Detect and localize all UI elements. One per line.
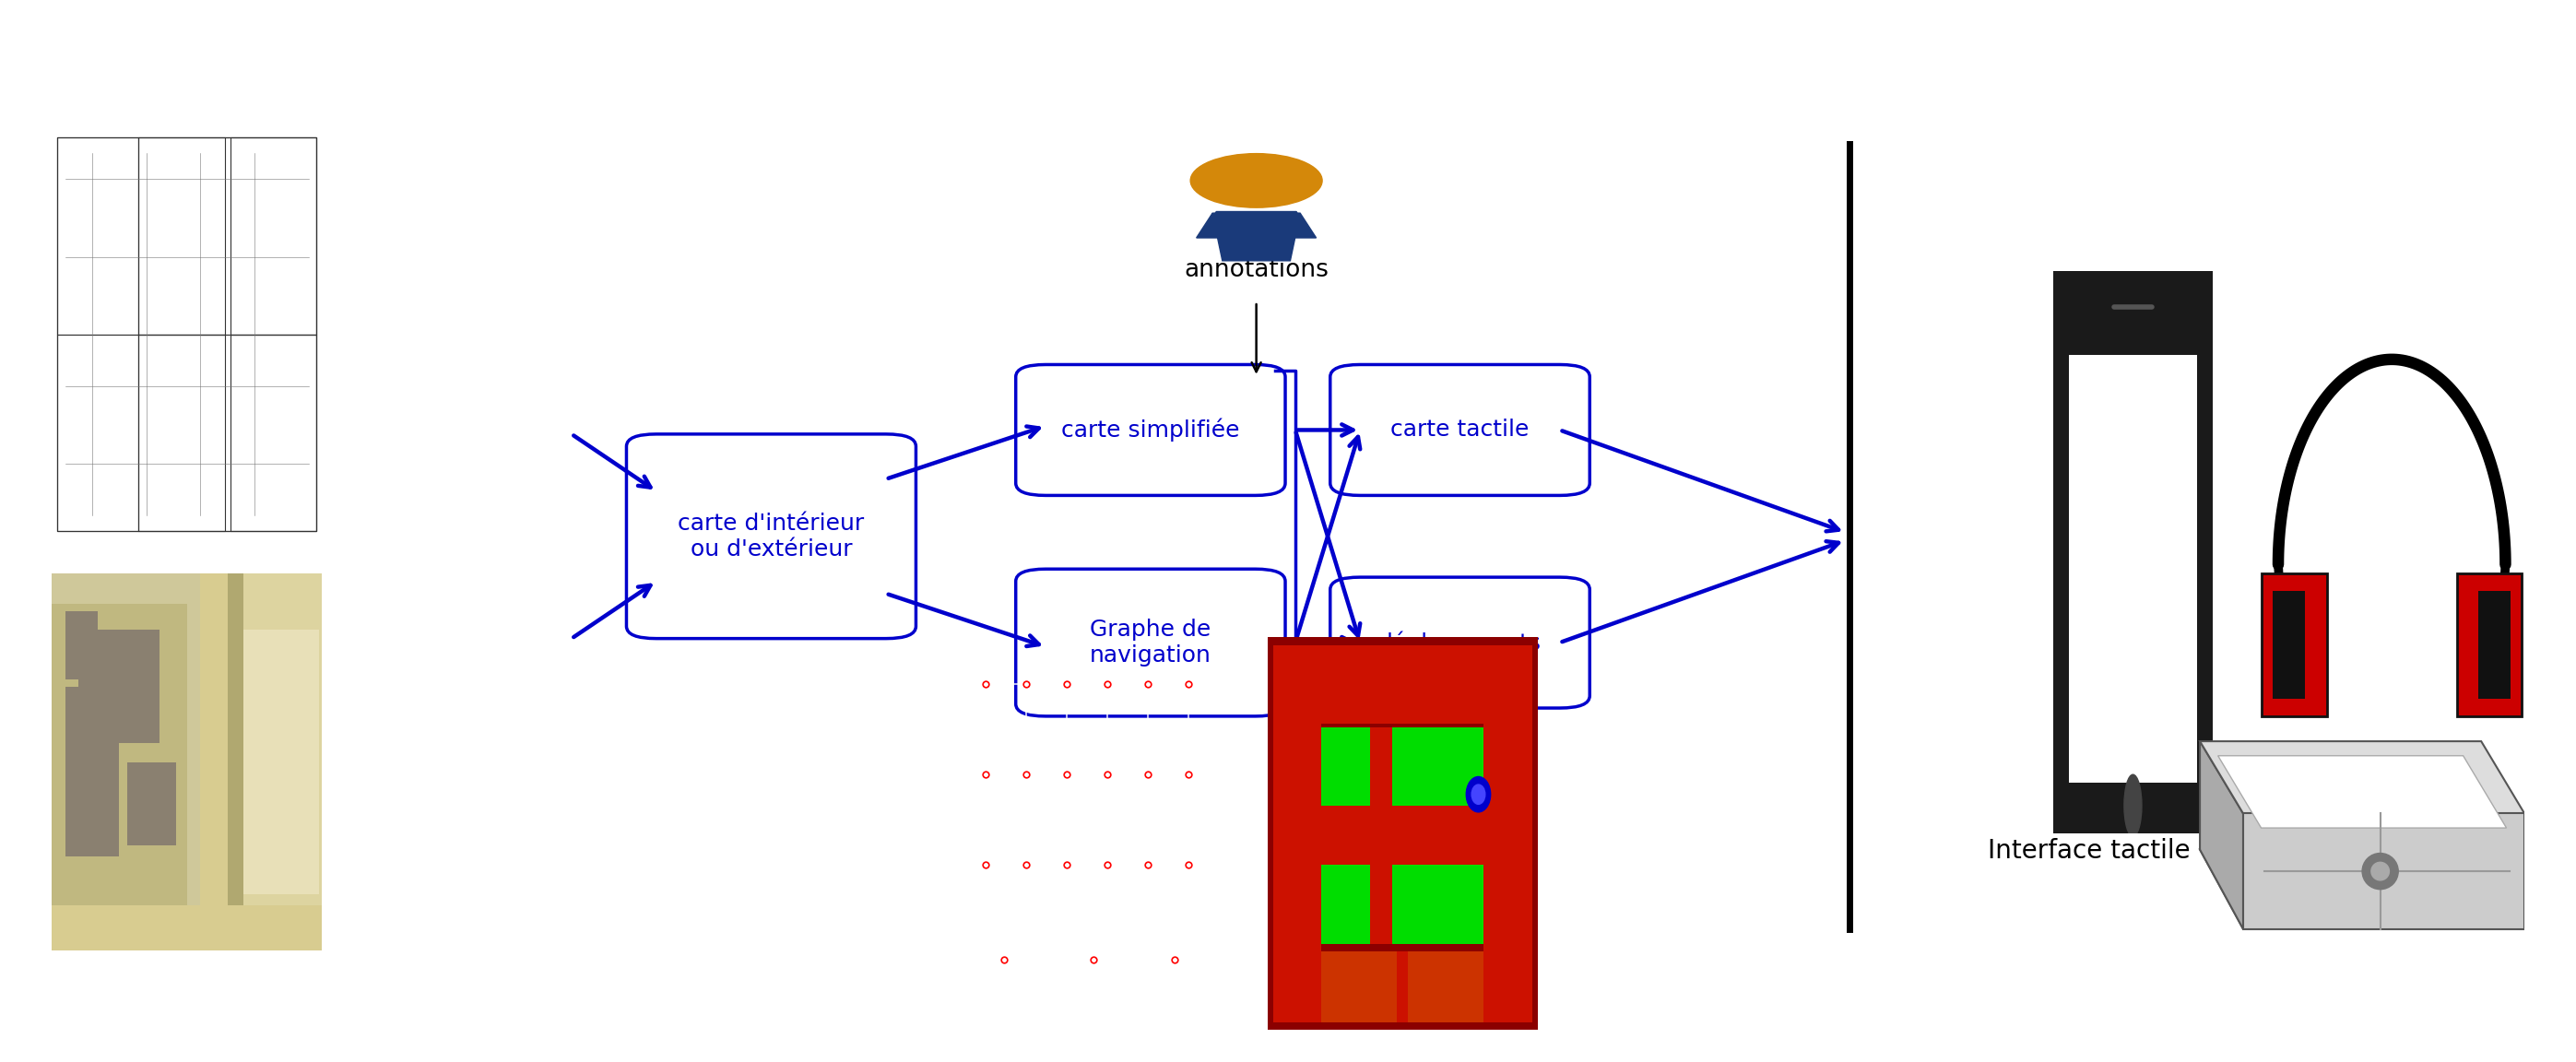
Bar bbox=[139, 138, 317, 531]
Bar bbox=[64, 687, 118, 856]
Circle shape bbox=[1193, 154, 1321, 207]
Text: déplacements: déplacements bbox=[1378, 631, 1540, 654]
Polygon shape bbox=[1216, 211, 1296, 254]
Text: carte tactile: carte tactile bbox=[1391, 418, 1530, 441]
Bar bbox=[229, 138, 317, 335]
FancyBboxPatch shape bbox=[1015, 569, 1285, 716]
Text: carte simplifiée: carte simplifiée bbox=[1061, 418, 1239, 442]
Bar bbox=[1321, 866, 1396, 944]
Bar bbox=[1409, 952, 1484, 1023]
Text: annotations: annotations bbox=[1185, 258, 1329, 282]
Bar bbox=[229, 335, 317, 531]
Bar bbox=[2478, 592, 2512, 699]
Bar bbox=[57, 335, 317, 531]
Circle shape bbox=[2370, 862, 2391, 880]
Bar bbox=[1321, 727, 1484, 944]
Polygon shape bbox=[1213, 213, 1301, 261]
Bar bbox=[52, 603, 185, 905]
Bar bbox=[1273, 645, 1533, 723]
Bar bbox=[139, 138, 224, 335]
Bar bbox=[1273, 952, 1533, 1023]
Polygon shape bbox=[2200, 741, 2524, 813]
Circle shape bbox=[1471, 785, 1486, 804]
Bar bbox=[2262, 573, 2326, 716]
Bar bbox=[1321, 952, 1396, 1023]
Bar bbox=[52, 905, 322, 950]
Bar bbox=[80, 630, 160, 743]
Bar bbox=[1370, 727, 1391, 944]
Bar bbox=[227, 573, 245, 950]
Circle shape bbox=[1466, 776, 1492, 812]
Circle shape bbox=[2125, 774, 2141, 837]
FancyBboxPatch shape bbox=[1329, 364, 1589, 496]
FancyBboxPatch shape bbox=[1329, 578, 1589, 708]
Bar bbox=[1484, 645, 1533, 1023]
Bar bbox=[1409, 732, 1484, 810]
Polygon shape bbox=[2200, 850, 2524, 929]
Bar bbox=[1409, 866, 1484, 944]
Bar bbox=[2458, 573, 2522, 716]
Bar bbox=[139, 335, 224, 531]
Bar bbox=[2069, 356, 2197, 783]
Bar bbox=[1321, 806, 1484, 866]
Text: Interface tactile: Interface tactile bbox=[1989, 838, 2190, 864]
Bar bbox=[57, 138, 139, 531]
Polygon shape bbox=[2200, 741, 2244, 929]
Bar bbox=[1273, 645, 1321, 1023]
Circle shape bbox=[1190, 154, 1321, 207]
Polygon shape bbox=[1195, 213, 1316, 238]
Bar bbox=[201, 573, 227, 950]
Bar bbox=[52, 573, 201, 950]
Bar bbox=[57, 138, 317, 335]
Bar bbox=[2272, 592, 2306, 699]
Bar bbox=[1321, 732, 1396, 810]
Bar bbox=[126, 763, 175, 845]
FancyBboxPatch shape bbox=[626, 434, 917, 638]
Bar bbox=[245, 630, 319, 894]
Text: Graphe de
navigation: Graphe de navigation bbox=[1090, 619, 1211, 667]
Polygon shape bbox=[2244, 813, 2524, 929]
Polygon shape bbox=[1200, 211, 1311, 234]
FancyBboxPatch shape bbox=[1015, 364, 1285, 496]
Polygon shape bbox=[2218, 756, 2506, 828]
FancyBboxPatch shape bbox=[2050, 243, 2215, 862]
Bar bbox=[64, 612, 98, 679]
Text: carte d'intérieur
ou d'extérieur: carte d'intérieur ou d'extérieur bbox=[677, 513, 866, 560]
Circle shape bbox=[2362, 853, 2398, 889]
